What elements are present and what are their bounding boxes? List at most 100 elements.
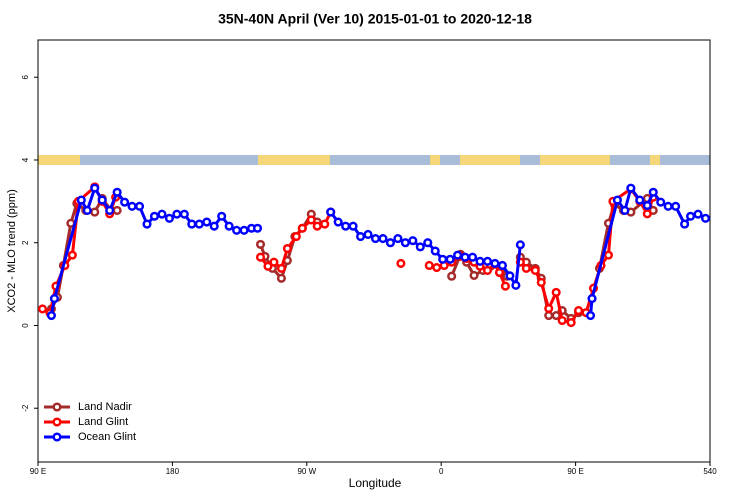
- point: [603, 250, 614, 260]
- point: [642, 200, 652, 211]
- x-axis-label: Longitude: [349, 476, 402, 490]
- point: [468, 252, 478, 262]
- point: [423, 238, 433, 248]
- point: [341, 221, 351, 231]
- point: [482, 265, 493, 275]
- point: [445, 254, 455, 264]
- point: [494, 267, 504, 278]
- y-tick-label: 6: [21, 74, 30, 79]
- legend-marker: [52, 417, 62, 427]
- point: [378, 234, 388, 244]
- point: [306, 215, 316, 225]
- point: [348, 221, 358, 231]
- point: [686, 211, 696, 221]
- chart-title: 35N-40N April (Ver 10) 2015-01-01 to 202…: [218, 11, 532, 27]
- point: [551, 287, 561, 297]
- point: [112, 205, 122, 216]
- point: [648, 187, 658, 197]
- point: [239, 225, 249, 235]
- y-tick-label: 2: [21, 240, 30, 245]
- point: [90, 183, 100, 193]
- point: [700, 213, 711, 223]
- point: [511, 280, 521, 290]
- x-tick-label: 90 E: [567, 467, 583, 476]
- y-tick-label: 0: [21, 323, 30, 328]
- point: [157, 209, 167, 219]
- point: [656, 197, 666, 207]
- point: [46, 310, 56, 321]
- point: [438, 254, 448, 264]
- point: [536, 277, 546, 287]
- x-tick-label: 0: [439, 467, 444, 476]
- point: [255, 252, 266, 262]
- x-tick-label: 180: [166, 467, 180, 476]
- point: [49, 294, 59, 304]
- point: [76, 195, 86, 205]
- point: [663, 201, 673, 211]
- point: [693, 209, 703, 219]
- point: [490, 258, 500, 268]
- point: [232, 225, 242, 235]
- point: [179, 209, 189, 219]
- point: [432, 262, 442, 273]
- point: [356, 231, 366, 242]
- point: [276, 263, 286, 273]
- y-axis-label: XCO2 - MLO trend (ppm): [6, 189, 18, 312]
- point: [90, 207, 100, 217]
- point: [400, 238, 410, 248]
- point: [209, 221, 219, 231]
- point: [37, 304, 48, 314]
- point: [326, 207, 336, 217]
- point: [521, 263, 531, 273]
- point: [587, 294, 597, 304]
- x-tick-label: 90 W: [297, 467, 316, 476]
- point: [585, 310, 596, 321]
- point: [544, 303, 554, 314]
- point: [469, 270, 479, 280]
- point: [320, 219, 330, 229]
- legend-marker: [52, 432, 62, 442]
- x-tick-label: 540: [703, 467, 717, 476]
- x-tick-label: 90 E: [30, 467, 46, 476]
- plot-frame: [37, 39, 711, 463]
- legend-marker: [52, 402, 62, 412]
- point: [500, 281, 510, 291]
- point: [544, 310, 554, 321]
- point: [112, 187, 122, 197]
- point: [105, 205, 115, 216]
- y-tick-label: 4: [21, 157, 30, 162]
- point: [626, 183, 636, 193]
- point: [97, 195, 107, 205]
- y-tick-label: -2: [21, 404, 30, 412]
- point: [566, 318, 576, 328]
- point: [134, 201, 145, 211]
- point: [475, 256, 485, 266]
- point: [620, 205, 630, 216]
- point: [297, 223, 307, 233]
- point: [224, 221, 234, 231]
- point: [187, 219, 197, 229]
- point: [612, 195, 622, 205]
- point: [82, 205, 92, 216]
- point: [282, 243, 292, 254]
- point: [671, 201, 681, 211]
- point: [149, 211, 160, 221]
- point: [447, 271, 457, 281]
- point: [530, 265, 540, 275]
- point: [396, 258, 406, 268]
- point: [497, 260, 507, 271]
- point: [164, 213, 174, 223]
- point: [333, 217, 343, 227]
- point: [291, 231, 301, 242]
- point: [194, 219, 204, 229]
- point: [202, 217, 212, 227]
- point: [252, 223, 263, 233]
- point: [217, 211, 227, 221]
- point: [172, 209, 182, 219]
- point: [551, 310, 561, 321]
- point: [635, 195, 645, 205]
- series-line: [50, 195, 655, 321]
- point: [574, 306, 584, 316]
- point: [370, 234, 381, 244]
